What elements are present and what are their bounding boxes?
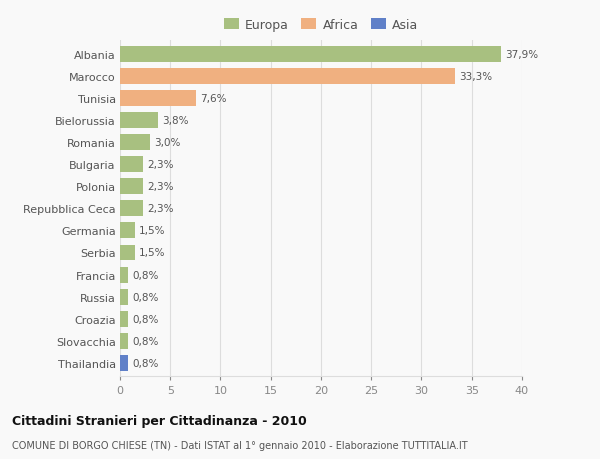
Bar (120, 223, 135, 239)
Bar (120, 157, 143, 173)
Bar (120, 113, 158, 129)
Bar (120, 69, 455, 84)
Text: 0,8%: 0,8% (132, 358, 158, 368)
Bar (120, 289, 128, 305)
Text: Cittadini Stranieri per Cittadinanza - 2010: Cittadini Stranieri per Cittadinanza - 2… (12, 414, 307, 427)
Text: COMUNE DI BORGO CHIESE (TN) - Dati ISTAT al 1° gennaio 2010 - Elaborazione TUTTI: COMUNE DI BORGO CHIESE (TN) - Dati ISTAT… (12, 440, 467, 450)
Bar (120, 47, 501, 62)
Text: 33,3%: 33,3% (458, 72, 492, 82)
Text: 7,6%: 7,6% (200, 94, 227, 104)
Legend: Europa, Africa, Asia: Europa, Africa, Asia (218, 14, 424, 37)
Text: 0,8%: 0,8% (132, 292, 158, 302)
Text: 0,8%: 0,8% (132, 270, 158, 280)
Bar (120, 311, 128, 327)
Text: 2,3%: 2,3% (147, 160, 173, 170)
Text: 3,8%: 3,8% (162, 116, 189, 126)
Text: 2,3%: 2,3% (147, 204, 173, 214)
Text: 3,0%: 3,0% (154, 138, 181, 148)
Bar (120, 91, 196, 106)
Text: 0,8%: 0,8% (132, 314, 158, 324)
Bar (120, 333, 128, 349)
Text: 1,5%: 1,5% (139, 226, 166, 236)
Text: 37,9%: 37,9% (505, 50, 538, 60)
Bar (120, 201, 143, 217)
Text: 2,3%: 2,3% (147, 182, 173, 192)
Text: 0,8%: 0,8% (132, 336, 158, 346)
Bar (120, 245, 135, 261)
Bar (120, 267, 128, 283)
Bar (120, 179, 143, 195)
Bar (120, 355, 128, 371)
Text: 1,5%: 1,5% (139, 248, 166, 258)
Bar (120, 135, 150, 151)
